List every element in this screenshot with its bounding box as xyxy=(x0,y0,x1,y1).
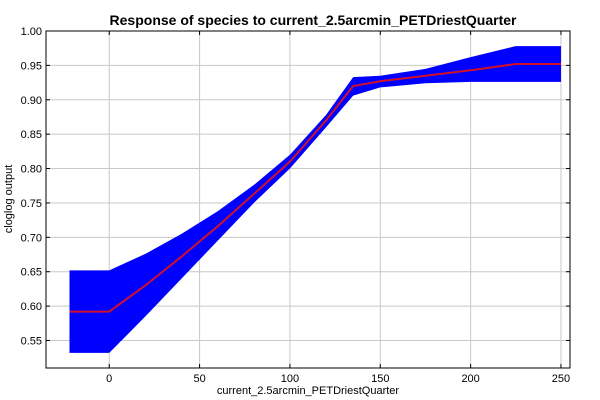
confidence-band xyxy=(69,46,561,353)
x-tick-label: 200 xyxy=(461,373,479,385)
y-tick-label: 0.75 xyxy=(21,198,42,210)
response-line xyxy=(69,63,561,313)
y-tick-label: 0.60 xyxy=(21,301,42,313)
y-tick-label: 0.90 xyxy=(21,95,42,107)
y-tick-label: 0.65 xyxy=(21,267,42,279)
x-axis-label: current_2.5arcmin_PETDriestQuarter xyxy=(217,385,400,397)
x-tick-label: 50 xyxy=(193,373,205,385)
x-tick-label: 250 xyxy=(552,373,570,385)
chart-title: Response of species to current_2.5arcmin… xyxy=(110,12,517,28)
y-tick-label: 0.85 xyxy=(21,129,42,141)
y-tick-label: 1.00 xyxy=(21,26,42,38)
plot-frame xyxy=(45,30,571,369)
y-tick-label: 0.55 xyxy=(21,335,42,347)
y-tick-label: 0.70 xyxy=(21,232,42,244)
y-axis-label: cloglog output xyxy=(3,165,15,234)
x-tick-label: 100 xyxy=(281,373,299,385)
x-tick-label: 150 xyxy=(371,373,389,385)
axis-ticks: 0 50 100 150 200 250 0.55 0.60 0.65 0.70 0.75 0.80 0… xyxy=(21,26,571,385)
y-tick-label: 0.95 xyxy=(21,60,42,72)
grid xyxy=(46,30,570,368)
plot-area xyxy=(69,46,561,353)
y-tick-label: 0.80 xyxy=(21,164,42,176)
x-tick-label: 0 xyxy=(106,373,112,385)
